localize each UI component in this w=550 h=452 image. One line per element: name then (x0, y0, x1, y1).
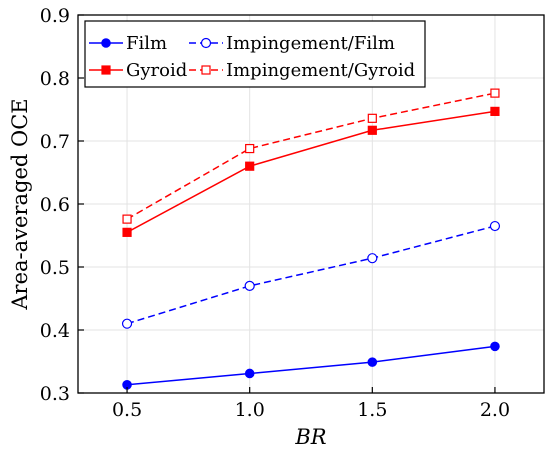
series-line-impingement-film (126, 225, 496, 325)
data-point-impingement-film (244, 280, 255, 291)
y-axis-label: Area-averaged OCE (8, 98, 32, 310)
legend-marker-gyroid (101, 65, 111, 75)
y-tick-label: 0.6 (40, 194, 70, 216)
series-line-gyroid (126, 110, 496, 234)
legend-box (84, 20, 426, 88)
data-point-impingement-gyroid (490, 88, 500, 98)
x-tick-label: 1.0 (235, 399, 265, 421)
y-tick-label: 0.5 (40, 257, 70, 279)
legend-marker-impingement-film (200, 37, 212, 49)
series-line-film (126, 345, 496, 386)
data-point-impingement-film (367, 253, 378, 264)
legend: Film Impingement/Film Gyroid Impingement/Gy… (84, 20, 426, 88)
legend-label-impingement-gyroid: Impingement/Gyroid (226, 60, 415, 81)
series-film (122, 341, 500, 390)
data-point-gyroid (245, 161, 255, 171)
x-axis-label: BR (294, 425, 326, 449)
y-tick-label: 0.4 (40, 320, 70, 342)
data-point-gyroid (367, 125, 377, 135)
legend-label-gyroid: Gyroid (126, 60, 187, 81)
y-tick-label: 0.7 (40, 131, 70, 153)
x-tick-label: 1.5 (357, 399, 387, 421)
legend-label-film: Film (126, 33, 167, 54)
series-gyroid (122, 106, 500, 237)
plot-series (121, 88, 501, 390)
y-tick-label: 0.8 (40, 68, 70, 90)
data-point-impingement-gyroid (245, 143, 255, 154)
data-point-impingement-film (121, 318, 133, 329)
y-tick-label: 0.3 (40, 383, 70, 405)
axis-ticks: 0.5 1.0 1.5 2.0 0.3 0.4 0.5 0.6 0.7 0.8 0.9 (40, 5, 510, 421)
x-tick-label: 0.5 (112, 399, 142, 421)
data-point-film (367, 357, 378, 367)
series-impingement-gyroid (122, 88, 500, 224)
legend-marker-impingement-gyroid (201, 65, 211, 75)
data-point-impingement-gyroid (122, 214, 132, 224)
data-point-gyroid (490, 106, 500, 116)
data-point-gyroid (122, 227, 132, 237)
series-line-impingement-gyroid (126, 92, 496, 220)
legend-label-impingement-film: Impingement/Film (226, 33, 395, 54)
y-tick-label: 0.9 (40, 5, 70, 27)
data-point-film (244, 368, 255, 379)
data-point-impingement-gyroid (367, 113, 377, 123)
data-point-film (490, 341, 500, 352)
data-point-impingement-film (489, 220, 501, 232)
series-impingement-film (121, 220, 501, 329)
x-tick-label: 2.0 (480, 399, 510, 421)
legend-marker-film (101, 38, 111, 48)
